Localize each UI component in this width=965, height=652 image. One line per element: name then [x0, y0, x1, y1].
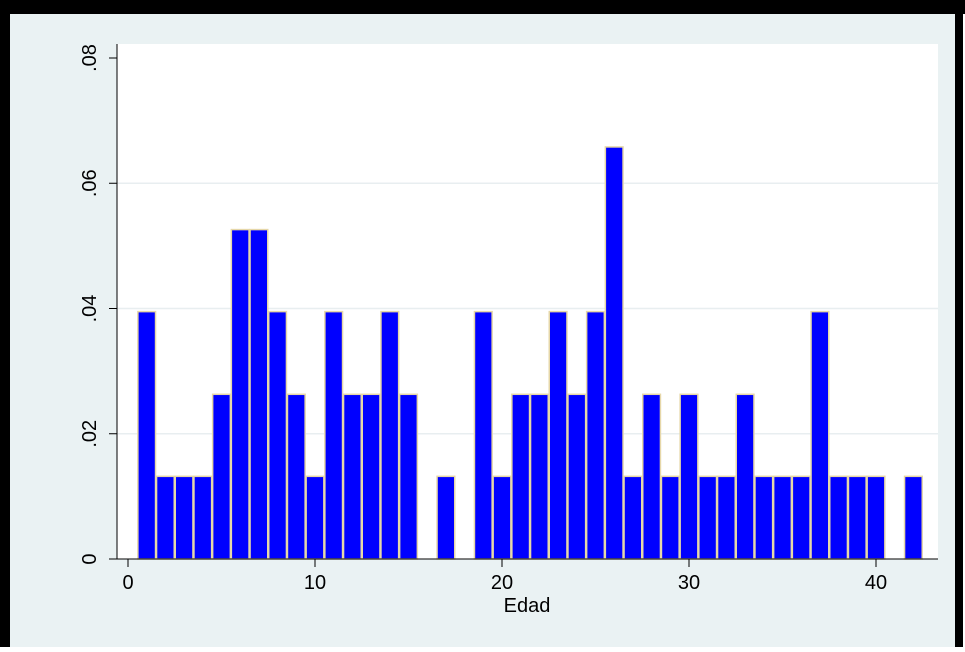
- histogram-bar: [623, 475, 643, 560]
- histogram-bar: [211, 393, 232, 560]
- x-tick-label: 30: [678, 572, 700, 594]
- y-tick-label: .02: [79, 420, 101, 448]
- histogram-bar: [679, 393, 699, 560]
- y-tick-label: .08: [79, 44, 101, 72]
- bars: [137, 146, 923, 560]
- frame-border-top: [0, 0, 965, 14]
- histogram-bar: [436, 475, 456, 560]
- histogram-bar: [754, 475, 774, 560]
- frame-border-left: [0, 0, 10, 647]
- x-axis-label: Edad: [504, 595, 551, 617]
- histogram-bar: [642, 393, 662, 560]
- histogram-bar: [903, 475, 923, 560]
- histogram-bar: [735, 393, 755, 560]
- histogram-bar: [847, 475, 867, 560]
- y-tick-label: 0: [79, 553, 101, 564]
- histogram-bar: [137, 310, 157, 560]
- histogram-bar: [305, 475, 325, 560]
- histogram-bar: [548, 310, 568, 560]
- histogram-bar: [791, 475, 811, 560]
- histogram-bar: [604, 146, 624, 560]
- x-tick-label: 20: [491, 572, 513, 594]
- histogram-bar: [342, 393, 362, 560]
- histogram-bar: [193, 475, 213, 560]
- y-tick-label: .04: [79, 295, 101, 323]
- histogram-bar: [324, 310, 344, 560]
- histogram-bar: [473, 310, 493, 560]
- histogram-bar: [529, 393, 549, 560]
- y-tick-label: .06: [79, 169, 101, 197]
- histogram-bar: [286, 393, 306, 560]
- histogram-bar: [398, 393, 419, 560]
- y-axis: 0 .02 .04 .06 .08: [79, 44, 118, 565]
- histogram-bar: [698, 475, 718, 560]
- histogram-bar: [810, 310, 830, 560]
- x-tick-label: 0: [122, 572, 133, 594]
- histogram-bar: [230, 228, 250, 560]
- histogram-bar: [772, 475, 793, 560]
- histogram-bar: [511, 393, 531, 560]
- histogram-bar: [716, 475, 736, 560]
- x-tick-label: 10: [304, 572, 326, 594]
- histogram-bar: [585, 310, 606, 560]
- histogram-bar: [660, 475, 680, 560]
- histogram-bar: [567, 393, 587, 560]
- frame-border-right: [955, 0, 963, 647]
- histogram-bar: [268, 310, 288, 560]
- histogram-bar: [174, 475, 194, 560]
- histogram-bar: [249, 228, 269, 560]
- x-axis: 0 10 20 30 40: [117, 558, 938, 594]
- histogram-bar: [866, 475, 886, 560]
- x-tick-label: 40: [865, 572, 887, 594]
- histogram-bar: [361, 393, 381, 560]
- histogram-bar: [380, 310, 400, 560]
- histogram-bar: [829, 475, 849, 560]
- histogram-bar: [492, 475, 512, 560]
- histogram-bar: [155, 475, 176, 560]
